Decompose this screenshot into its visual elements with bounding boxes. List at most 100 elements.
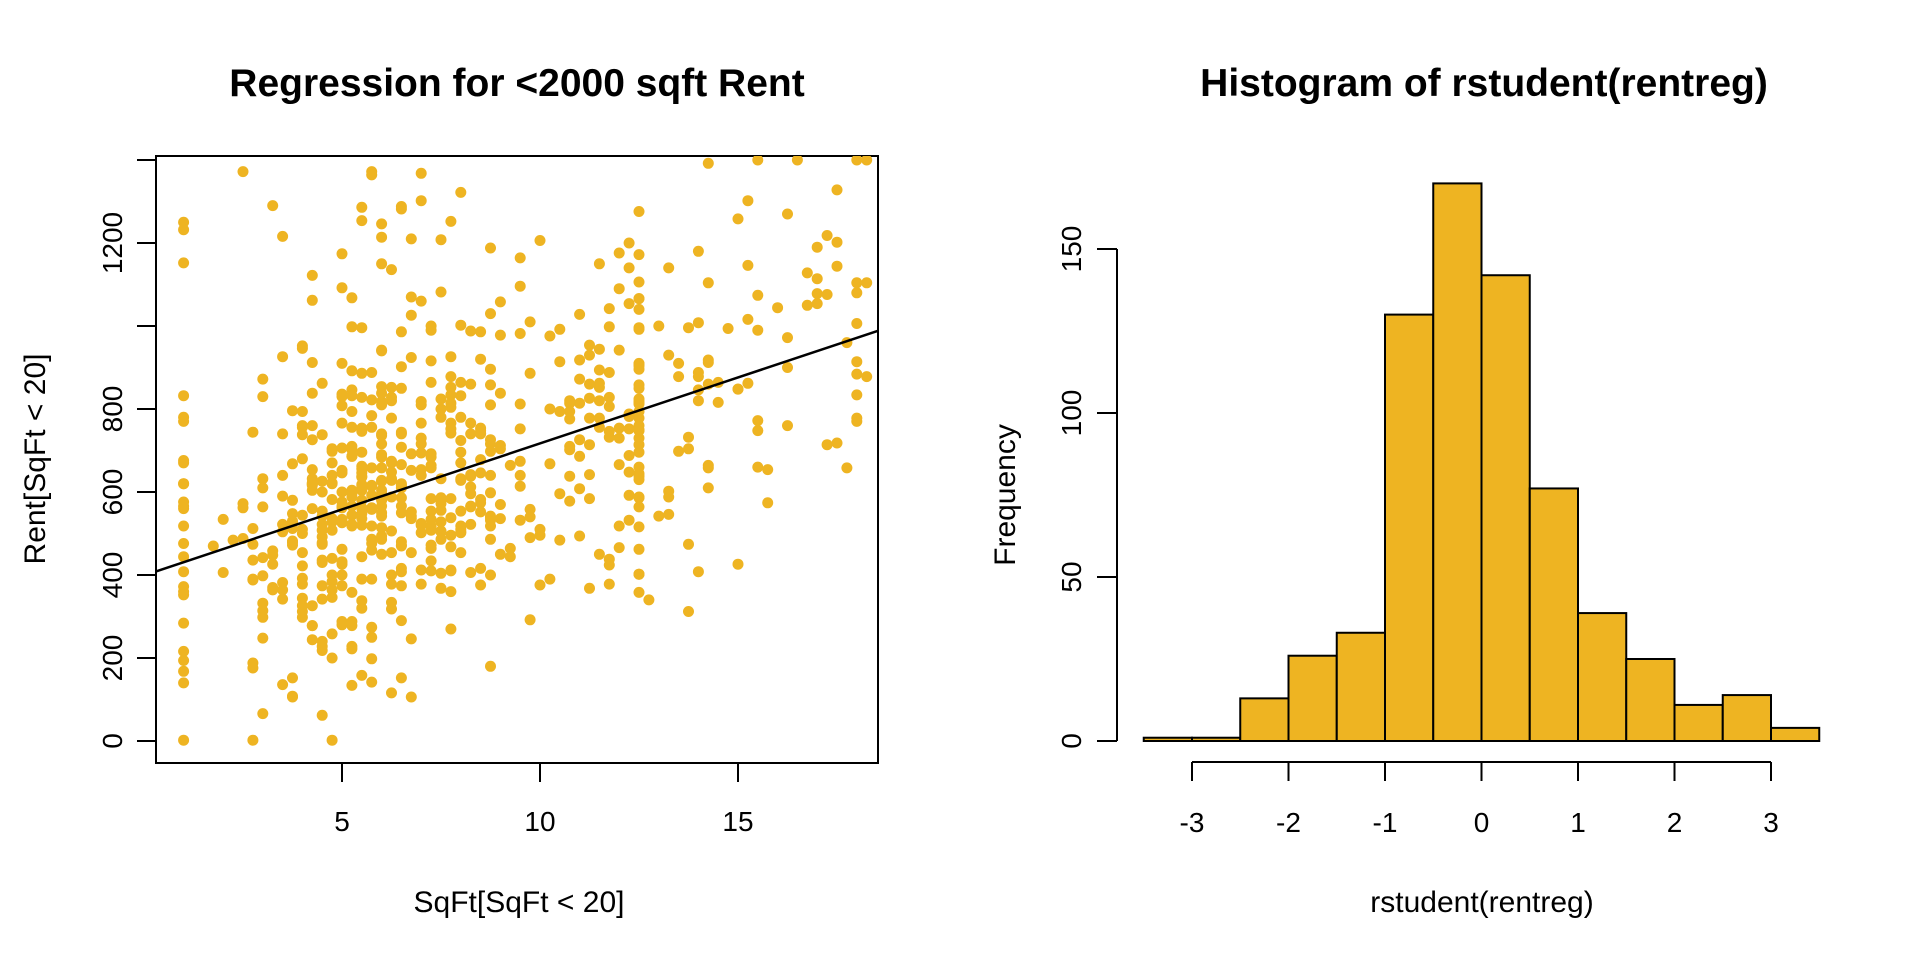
scatter-point — [663, 491, 675, 503]
scatter-point — [386, 474, 397, 486]
scatter-point — [613, 344, 625, 356]
y-tick-label: 800 — [97, 386, 128, 433]
scatter-point — [494, 329, 506, 341]
scatter-point — [247, 734, 259, 746]
scatter-point — [613, 283, 625, 295]
scatter-point — [247, 573, 259, 585]
scatter-point — [584, 582, 595, 594]
scatter-point — [376, 396, 388, 407]
scatter-point — [346, 679, 358, 691]
scatter-point — [435, 516, 447, 528]
scatter-point — [633, 276, 645, 288]
scatter-point — [613, 542, 625, 554]
scatter-point — [366, 462, 378, 474]
scatter-point — [623, 450, 635, 461]
scatter-point — [683, 322, 694, 334]
scatter-point — [445, 512, 457, 524]
scatter-point — [267, 549, 279, 561]
scatter-point — [742, 313, 754, 325]
scatter-point — [811, 273, 823, 285]
scatter-point — [395, 615, 407, 627]
scatter-point — [356, 367, 368, 379]
histogram-bar — [1239, 697, 1290, 742]
x-tick-label: 10 — [524, 806, 555, 837]
scatter-point — [584, 339, 595, 351]
scatter-point — [435, 411, 447, 423]
scatter-point — [386, 412, 397, 424]
scatter-point — [237, 502, 249, 514]
scatter-point — [257, 552, 269, 564]
scatter-point — [831, 236, 843, 248]
scatter-point — [405, 291, 417, 303]
scatter-point — [178, 566, 190, 578]
scatter-point — [504, 542, 516, 554]
scatter-point — [296, 600, 308, 612]
scatter-point — [326, 552, 338, 564]
scatter-point — [633, 206, 645, 217]
scatter-point — [623, 466, 635, 478]
scatter-point — [395, 580, 407, 592]
scatter-point — [801, 299, 813, 311]
scatter-point — [376, 462, 388, 474]
scatter-point — [782, 362, 793, 373]
scatter-point — [277, 593, 289, 605]
scatter-point — [633, 568, 645, 580]
scatter-point — [593, 258, 605, 270]
scatter-points-group — [178, 156, 873, 746]
scatter-point — [356, 215, 368, 227]
scatter-point — [326, 457, 338, 469]
scatter-point — [178, 734, 190, 746]
scatter-point — [415, 447, 427, 459]
scatter-point — [376, 345, 388, 357]
scatter-point — [178, 415, 190, 427]
scatter-point — [851, 277, 863, 289]
scatter-point — [376, 258, 388, 270]
scatter-point — [485, 569, 496, 581]
scatter-point — [296, 420, 308, 432]
scatter-point — [465, 428, 477, 440]
scatter-point — [277, 584, 289, 596]
scatter-point — [277, 679, 289, 691]
scatter-point — [296, 528, 308, 539]
scatter-point — [356, 551, 368, 563]
scatter-point — [326, 445, 338, 457]
scatter-point — [544, 330, 556, 342]
scatter-point — [386, 569, 397, 581]
scatter-point — [613, 459, 625, 471]
scatter-point — [247, 538, 259, 550]
y-tick-label: 600 — [97, 469, 128, 516]
scatter-point — [465, 488, 477, 500]
scatter-point — [316, 475, 328, 487]
scatter-point — [574, 397, 586, 409]
scatter-point — [534, 523, 546, 535]
scatter-point — [633, 293, 645, 305]
scatter-point — [485, 308, 496, 320]
scatter-point — [356, 602, 368, 614]
scatter-point — [494, 387, 506, 399]
scatter-point — [336, 248, 348, 260]
scatter-point — [316, 377, 328, 389]
x-tick-label: 5 — [334, 806, 350, 837]
scatter-point — [366, 367, 378, 378]
scatter-point — [554, 323, 566, 335]
histogram-bar — [1770, 726, 1821, 743]
scatter-point — [366, 653, 378, 665]
scatter-plot: 5 10 15 0 200 400 600 800 1200 — [97, 155, 879, 837]
scatter-point — [336, 486, 348, 498]
scatter-point — [267, 558, 279, 570]
scatter-point — [376, 548, 388, 560]
histogram-bar — [1142, 736, 1193, 742]
scatter-point — [287, 691, 298, 703]
x-tick-label: -3 — [1180, 807, 1205, 838]
scatter-point — [277, 469, 289, 481]
scatter-point — [178, 665, 190, 677]
scatter-point — [306, 294, 318, 306]
scatter-point — [346, 450, 358, 462]
scatter-point — [633, 501, 645, 513]
scatter-point — [683, 431, 694, 443]
scatter-point — [336, 556, 348, 568]
scatter-point — [366, 631, 378, 643]
scatter-point — [653, 510, 665, 522]
scatter-point — [633, 586, 645, 598]
scatter-point — [415, 167, 427, 179]
